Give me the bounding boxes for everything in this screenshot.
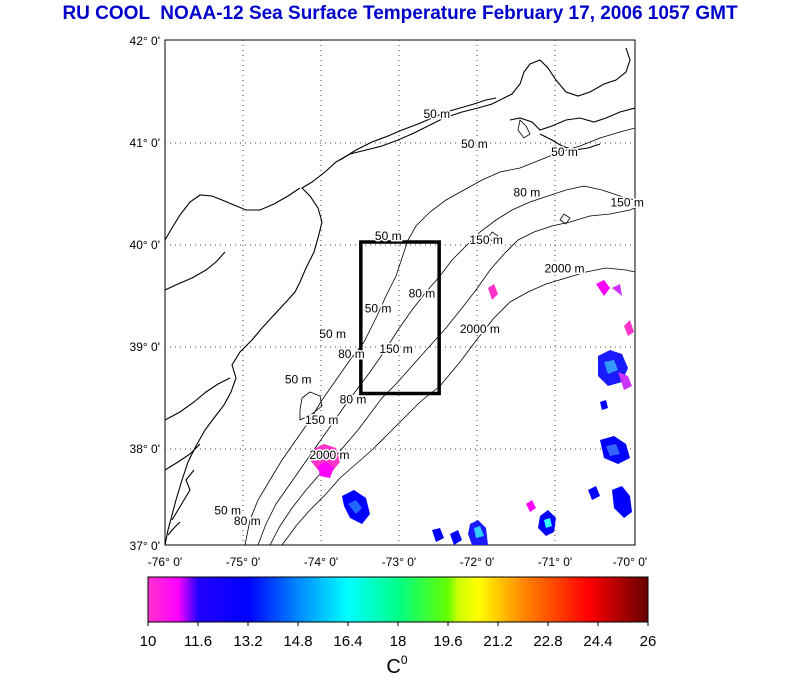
contour-label: 2000 m	[544, 261, 584, 275]
lon-label: -73° 0'	[382, 555, 416, 569]
lat-axis: 42° 0' 41° 0' 40° 0' 39° 0' 38° 0' 37° 0…	[130, 34, 160, 553]
lon-label: -72° 0'	[460, 555, 494, 569]
lat-label: 42° 0'	[130, 34, 160, 48]
lat-label: 38° 0'	[130, 442, 160, 456]
contour-label: 150 m	[610, 196, 643, 210]
lon-label: -74° 0'	[304, 555, 338, 569]
colorbar-tick-label: 26	[640, 633, 657, 650]
colorbar-tick-label: 24.4	[583, 633, 612, 650]
contour-label: 80 m	[409, 287, 436, 301]
contour-label: 50 m	[214, 504, 241, 518]
colorbar-tick-label: 19.6	[433, 633, 462, 650]
study-area-box	[359, 240, 441, 396]
contour-label: 50 m	[423, 107, 450, 121]
contour-label: 50 m	[285, 372, 312, 386]
colorbar-tick-label: 13.2	[233, 633, 262, 650]
contour-label: 50 m	[365, 302, 392, 316]
colorbar-tick-label: 14.8	[283, 633, 312, 650]
lat-label: 41° 0'	[130, 136, 160, 150]
colorbar-tick-label: 21.2	[483, 633, 512, 650]
colorbar-ticks: 10 11.6 13.2 14.8 16.4 18 19.6 21.2 22.8 24.4 26	[140, 622, 657, 650]
map-frame	[164, 39, 636, 546]
lon-label: -75° 0'	[226, 555, 260, 569]
lon-label: -76° 0'	[148, 555, 182, 569]
colorbar-tick-label: 18	[390, 633, 407, 650]
contour-label: 150 m	[379, 342, 412, 356]
sst-patches	[310, 280, 634, 545]
contour-label: 80 m	[338, 347, 365, 361]
contour-label: 80 m	[514, 186, 541, 200]
contour-label: 50 m	[461, 137, 488, 151]
contour-label: 50 m	[551, 145, 578, 159]
lat-label: 40° 0'	[130, 238, 160, 252]
colorbar-tick-label: 10	[140, 633, 157, 650]
contour-label: 150 m	[469, 233, 502, 247]
colorbar-unit: C0	[386, 653, 407, 678]
lat-label: 39° 0'	[130, 340, 160, 354]
colorbar	[147, 576, 649, 623]
unit-superscript: 0	[401, 653, 408, 667]
contour-label: 80 m	[234, 514, 261, 528]
contour-label: 50 m	[319, 327, 346, 341]
contour-label: 2000 m	[460, 322, 500, 336]
colorbar-tick-label: 22.8	[533, 633, 562, 650]
unit-text: C	[386, 656, 400, 678]
contour-label: 80 m	[340, 393, 367, 407]
figure-title: RU COOL NOAA-12 Sea Surface Temperature …	[62, 3, 738, 24]
lon-label: -71° 0'	[538, 555, 572, 569]
coastline	[165, 47, 635, 545]
colorbar-tick-label: 11.6	[184, 633, 212, 650]
lat-label: 37° 0'	[130, 539, 160, 553]
lon-axis: -76° 0' -75° 0' -74° 0' -73° 0' -72° 0' …	[148, 555, 647, 569]
contour-label: 150 m	[305, 413, 338, 427]
contour-label: 50 m	[375, 229, 402, 243]
contour-label: 2000 m	[309, 448, 349, 462]
lon-label: -70° 0'	[613, 555, 647, 569]
colorbar-tick-label: 16.4	[333, 633, 362, 650]
